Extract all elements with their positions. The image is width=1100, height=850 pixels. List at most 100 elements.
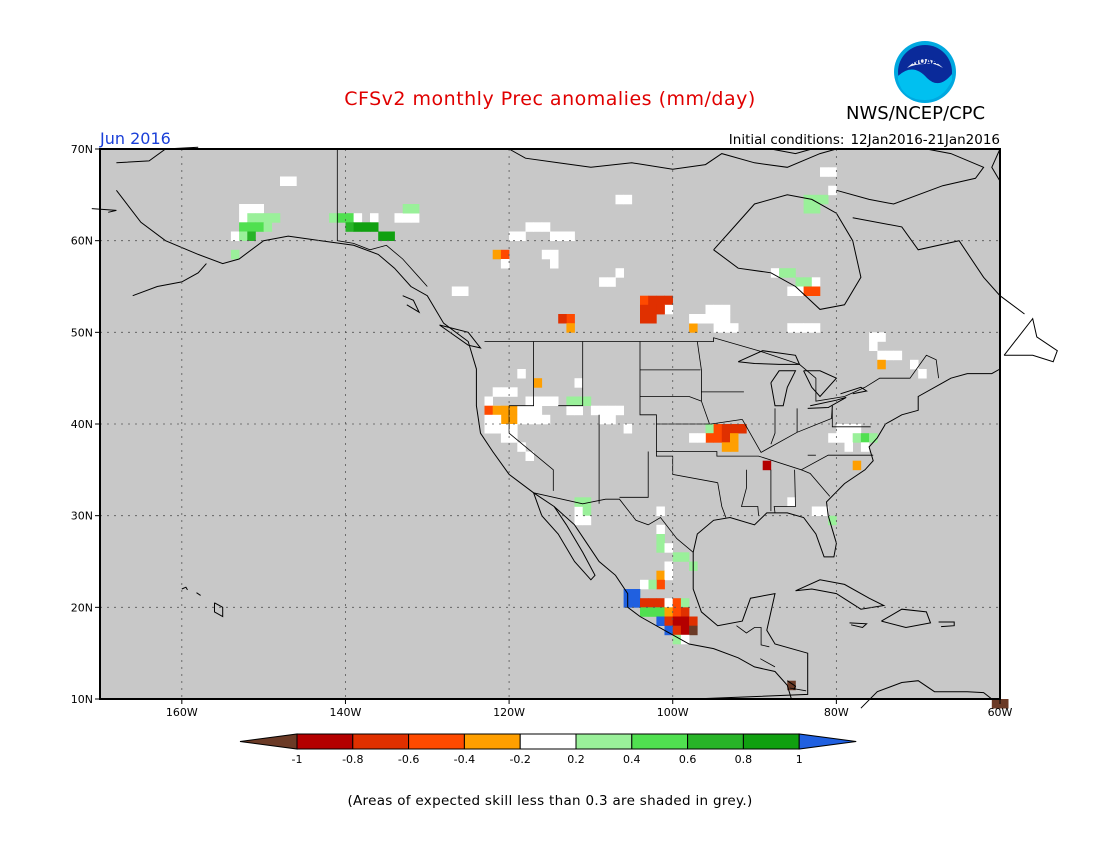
political-border xyxy=(773,469,796,513)
anomaly-cell xyxy=(877,350,886,361)
colorbar-label: -0.2 xyxy=(509,753,530,766)
anomaly-cell xyxy=(623,424,633,434)
anomaly-cell xyxy=(656,543,665,553)
anomaly-cell xyxy=(271,213,281,223)
political-border xyxy=(640,396,702,402)
anomaly-cell xyxy=(500,249,510,260)
anomaly-cell xyxy=(550,396,559,406)
anomaly-cell xyxy=(525,405,534,416)
anomaly-cell xyxy=(541,414,551,425)
anomaly-cell xyxy=(574,506,583,516)
coastline xyxy=(836,148,985,205)
longitude-labels: 160W 140W 120W 100W 80W 60W xyxy=(166,699,1013,719)
anomaly-cell xyxy=(918,369,927,379)
anomaly-cell xyxy=(664,598,673,608)
anomaly-cell xyxy=(656,598,665,608)
anomaly-cell xyxy=(656,304,665,315)
anomaly-cell xyxy=(460,286,469,296)
anomaly-cell xyxy=(811,204,821,214)
anomaly-cell xyxy=(517,369,526,379)
political-border xyxy=(558,341,584,407)
org-label: NWS/NCEP/CPC xyxy=(846,103,986,124)
anomaly-cell xyxy=(533,396,543,406)
latitude-labels: 10N 20N 30N 40N 50N 60N 70N xyxy=(71,143,100,706)
anomaly-cells xyxy=(230,167,1009,709)
anomaly-cell xyxy=(599,277,608,287)
lon-tick-label: 160W xyxy=(166,706,198,719)
coastline xyxy=(803,370,838,398)
anomaly-cell xyxy=(820,506,829,516)
coastline xyxy=(116,189,792,700)
anomaly-cell xyxy=(329,213,338,223)
lon-tick-label: 80W xyxy=(824,706,849,719)
anomaly-cell xyxy=(664,561,673,571)
anomaly-cell xyxy=(730,433,739,443)
anomaly-cell xyxy=(500,259,510,269)
anomaly-cell xyxy=(533,378,543,388)
colorbar-label: -1 xyxy=(292,753,303,766)
coastline xyxy=(214,602,224,618)
anomaly-cell xyxy=(811,506,821,516)
anomaly-cell xyxy=(811,323,821,333)
lon-tick-label: 60W xyxy=(988,706,1013,719)
lon-tick-label: 100W xyxy=(657,706,689,719)
anomaly-cell xyxy=(590,405,600,416)
anomaly-cell xyxy=(1000,699,1009,709)
anomaly-cell xyxy=(500,433,510,443)
political-border xyxy=(831,405,871,428)
anomaly-cell xyxy=(394,213,403,223)
coastline xyxy=(849,622,868,629)
anomaly-cell xyxy=(836,433,845,443)
anomaly-cell xyxy=(525,451,534,461)
anomaly-cell xyxy=(599,405,608,416)
coastline xyxy=(770,148,812,155)
anomaly-cell xyxy=(664,304,673,315)
anomaly-cell xyxy=(648,295,657,306)
anomaly-cell xyxy=(680,616,690,626)
anomaly-cell xyxy=(852,424,862,434)
colorbar-label: -0.4 xyxy=(454,753,475,766)
anomaly-cell xyxy=(680,634,690,645)
political-border xyxy=(770,408,776,445)
anomaly-cell xyxy=(820,194,829,205)
anomaly-cell xyxy=(697,433,706,443)
coastline xyxy=(1003,317,1058,363)
anomaly-cell xyxy=(492,414,502,425)
anomaly-cell xyxy=(852,433,862,443)
colorbar-label: 0.2 xyxy=(567,753,585,766)
anomaly-cell xyxy=(738,424,747,434)
colorbar-segment xyxy=(408,733,465,750)
anomaly-cell xyxy=(230,231,240,241)
anomaly-cell xyxy=(500,405,510,416)
forecast-month: Jun 2016 xyxy=(100,129,171,148)
anomaly-cell xyxy=(558,314,567,324)
anomaly-cell xyxy=(656,295,665,306)
lon-tick-label: 140W xyxy=(330,706,362,719)
anomaly-cell xyxy=(607,414,616,425)
political-border xyxy=(760,658,776,668)
anomaly-cell xyxy=(991,699,1001,709)
anomaly-cell xyxy=(566,405,575,416)
anomaly-cell xyxy=(803,194,813,205)
coastline xyxy=(840,386,868,395)
anomaly-cell xyxy=(615,194,624,205)
anomaly-cell xyxy=(239,213,248,223)
anomaly-cell xyxy=(877,359,886,370)
anomaly-cell xyxy=(893,350,903,361)
anomaly-cell xyxy=(566,396,575,406)
coastline xyxy=(860,680,993,709)
anomaly-cell xyxy=(705,314,714,324)
anomaly-cell xyxy=(648,579,657,590)
political-border xyxy=(801,469,831,497)
anomaly-cell xyxy=(721,304,731,315)
anomaly-cell xyxy=(656,616,665,626)
anomaly-cell xyxy=(803,286,813,296)
anomaly-cell xyxy=(615,268,624,278)
anomaly-cell xyxy=(672,625,682,636)
political-border xyxy=(336,149,428,287)
anomaly-cell xyxy=(255,213,264,223)
anomaly-cell xyxy=(230,249,240,260)
anomaly-cell xyxy=(541,222,551,232)
colorbar: -1 -0.8 -0.6 -0.4 -0.2 0.2 0.4 0.6 0.8 1 xyxy=(239,733,857,766)
coastline xyxy=(938,621,955,628)
